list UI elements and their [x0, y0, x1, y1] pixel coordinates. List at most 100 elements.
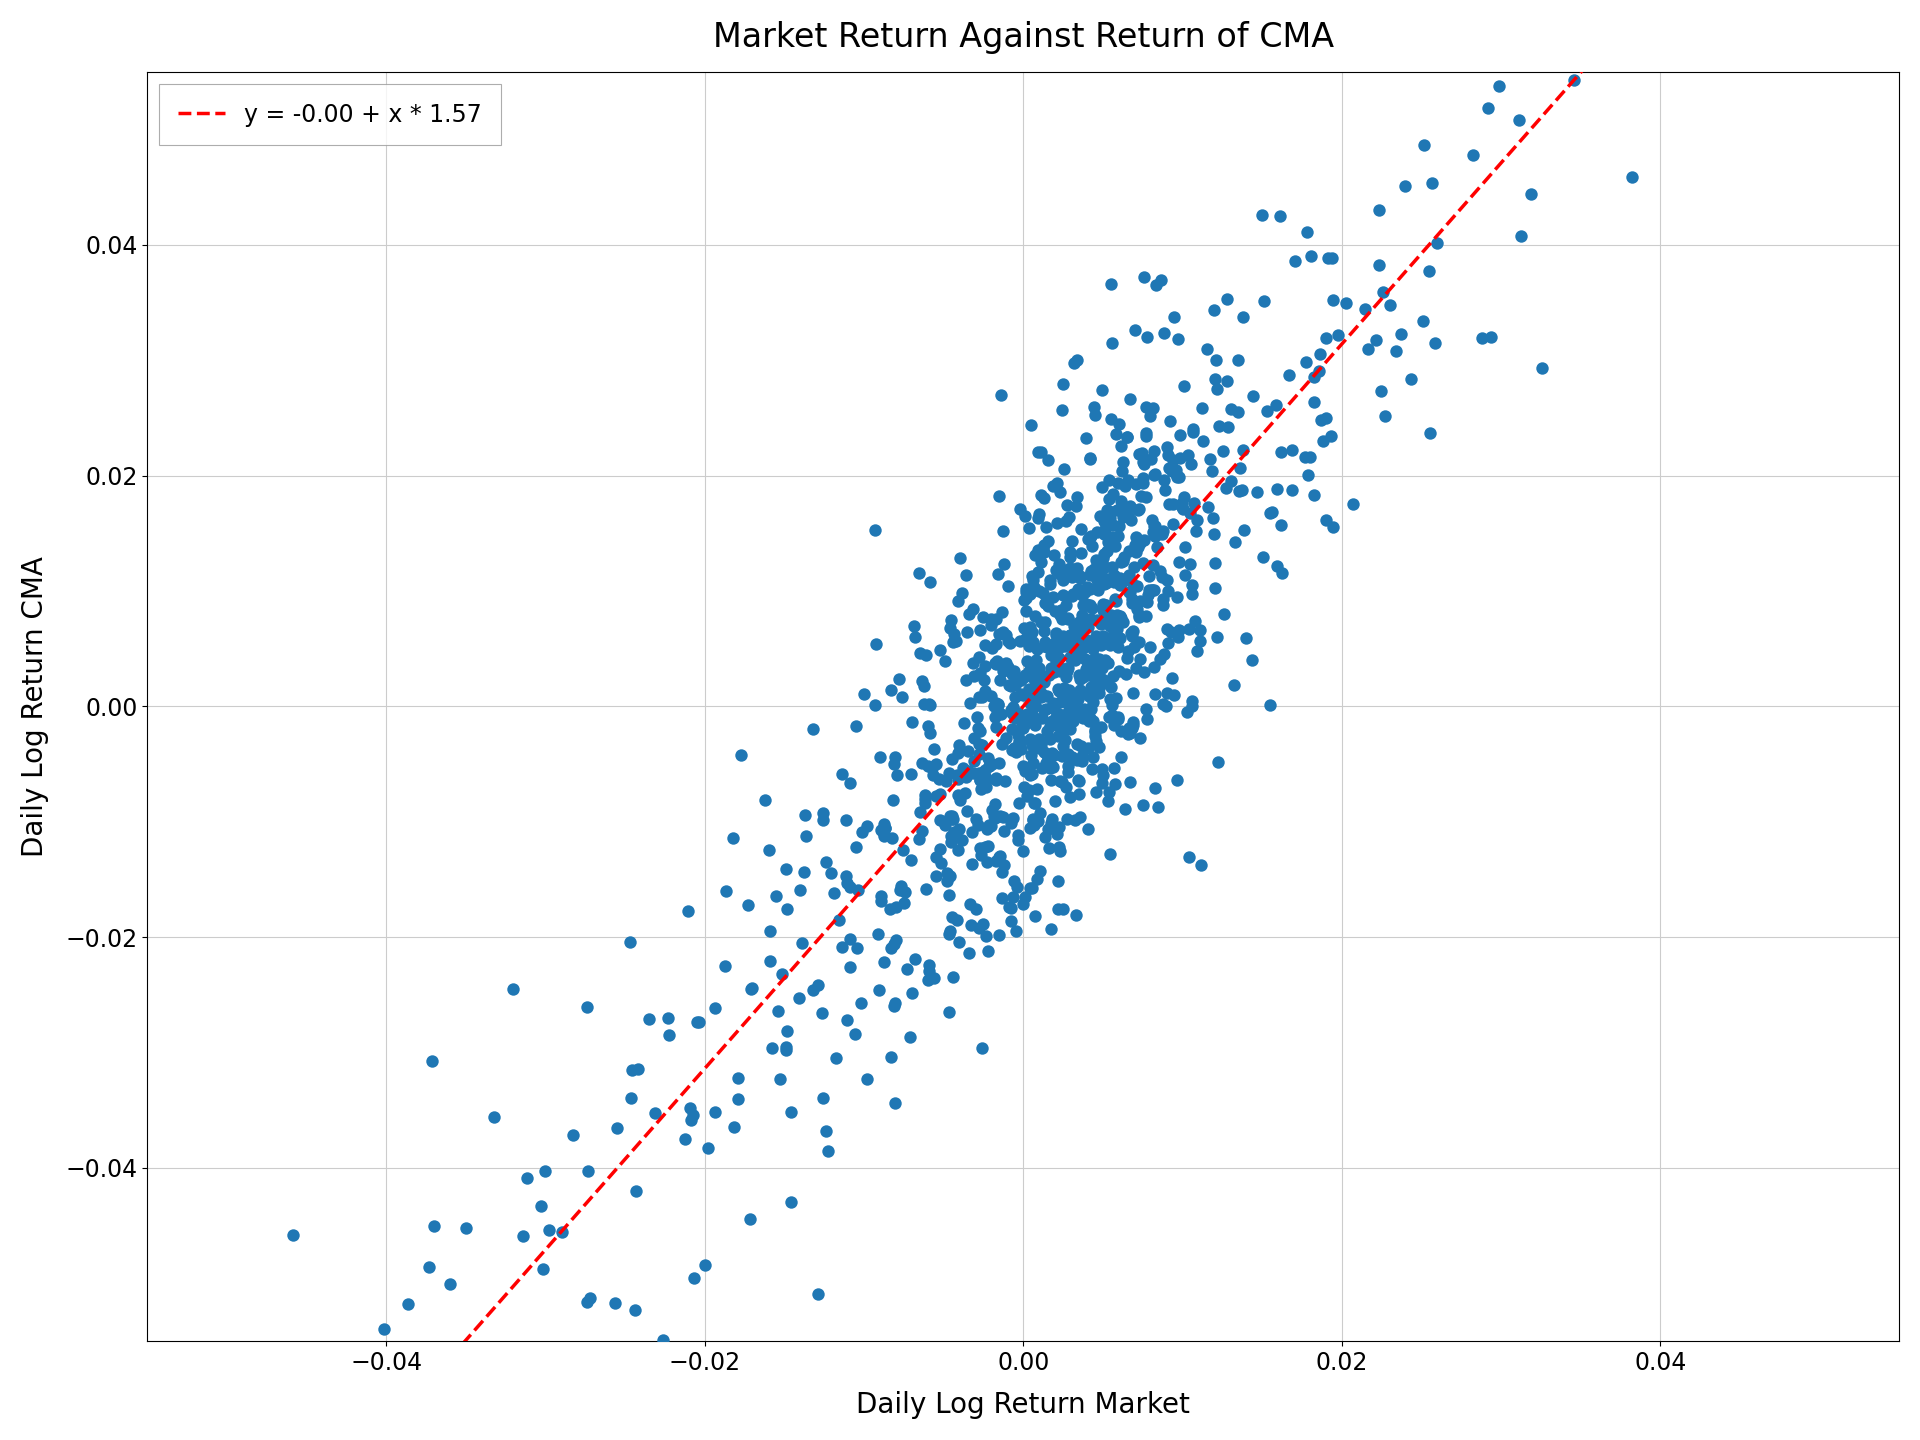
Point — [1064, 782, 1094, 805]
Point — [1010, 759, 1041, 782]
Point — [1008, 616, 1039, 639]
Point — [653, 1007, 684, 1030]
Point — [1046, 734, 1077, 757]
Point — [1094, 625, 1125, 648]
Point — [1039, 632, 1069, 655]
Point — [1073, 710, 1104, 733]
Point — [1154, 444, 1185, 467]
Point — [1177, 418, 1208, 441]
Point — [1135, 635, 1165, 658]
Point — [979, 694, 1010, 717]
Point — [941, 909, 972, 932]
Point — [1227, 439, 1258, 462]
Point — [733, 1207, 764, 1230]
Point — [1069, 697, 1100, 720]
Point — [1066, 734, 1096, 757]
Point — [766, 962, 797, 985]
Point — [989, 553, 1020, 576]
Point — [835, 772, 866, 795]
Point — [1121, 472, 1152, 495]
Point — [995, 675, 1025, 698]
Point — [1144, 648, 1175, 671]
Point — [1102, 569, 1133, 592]
Point — [881, 763, 912, 786]
Point — [1043, 631, 1073, 654]
Point — [1054, 546, 1085, 569]
Point — [755, 838, 785, 861]
Point — [1290, 350, 1321, 373]
Point — [1139, 683, 1169, 706]
Point — [1058, 615, 1089, 638]
Point — [972, 924, 1002, 948]
Point — [1089, 598, 1119, 621]
Point — [1002, 723, 1033, 746]
Point — [1044, 660, 1075, 683]
Point — [1106, 606, 1137, 629]
Point — [1419, 331, 1450, 354]
Point — [1037, 744, 1068, 768]
Point — [1068, 636, 1098, 660]
Point — [996, 698, 1027, 721]
Point — [868, 825, 899, 848]
Point — [1096, 331, 1127, 354]
Point — [1137, 508, 1167, 531]
Point — [797, 978, 828, 1001]
Point — [937, 631, 968, 654]
Point — [1018, 631, 1048, 654]
Point — [925, 639, 956, 662]
Point — [1062, 642, 1092, 665]
Point — [1104, 514, 1135, 537]
Point — [1043, 897, 1073, 920]
Point — [1089, 510, 1119, 533]
Point — [1131, 605, 1162, 628]
Point — [1050, 775, 1081, 798]
Point — [1106, 746, 1137, 769]
Point — [1179, 609, 1210, 632]
Point — [1014, 779, 1044, 802]
Point — [941, 629, 972, 652]
Point — [1054, 624, 1085, 647]
Point — [1102, 618, 1133, 641]
Point — [783, 986, 814, 1009]
Point — [1044, 599, 1075, 622]
Point — [876, 936, 906, 959]
Point — [970, 766, 1000, 789]
Point — [1054, 696, 1085, 719]
Point — [1137, 554, 1167, 577]
Point — [1152, 632, 1183, 655]
Point — [1142, 796, 1173, 819]
Point — [1037, 755, 1068, 778]
Point — [839, 1022, 870, 1045]
Point — [1116, 588, 1146, 611]
Point — [785, 878, 816, 901]
Point — [622, 1057, 653, 1080]
Point — [1175, 553, 1206, 576]
Point — [1152, 681, 1183, 704]
Point — [1112, 425, 1142, 448]
Point — [922, 864, 952, 887]
Point — [1039, 475, 1069, 498]
Point — [1140, 462, 1171, 485]
Point — [1010, 713, 1041, 736]
Point — [975, 684, 1006, 707]
Point — [1039, 743, 1069, 766]
Point — [1196, 459, 1227, 482]
Point — [1475, 325, 1505, 348]
Point — [1102, 524, 1133, 547]
Point — [1014, 517, 1044, 540]
Point — [922, 785, 952, 808]
Point — [964, 685, 995, 708]
Point — [964, 769, 995, 792]
Point — [1073, 737, 1104, 760]
Point — [710, 880, 741, 903]
Point — [1559, 69, 1590, 92]
Point — [1094, 615, 1125, 638]
Point — [1014, 678, 1044, 701]
Point — [943, 742, 973, 765]
Point — [1046, 608, 1077, 631]
Point — [1006, 737, 1037, 760]
Point — [1123, 536, 1154, 559]
Point — [947, 829, 977, 852]
Point — [954, 602, 985, 625]
Point — [910, 644, 941, 667]
